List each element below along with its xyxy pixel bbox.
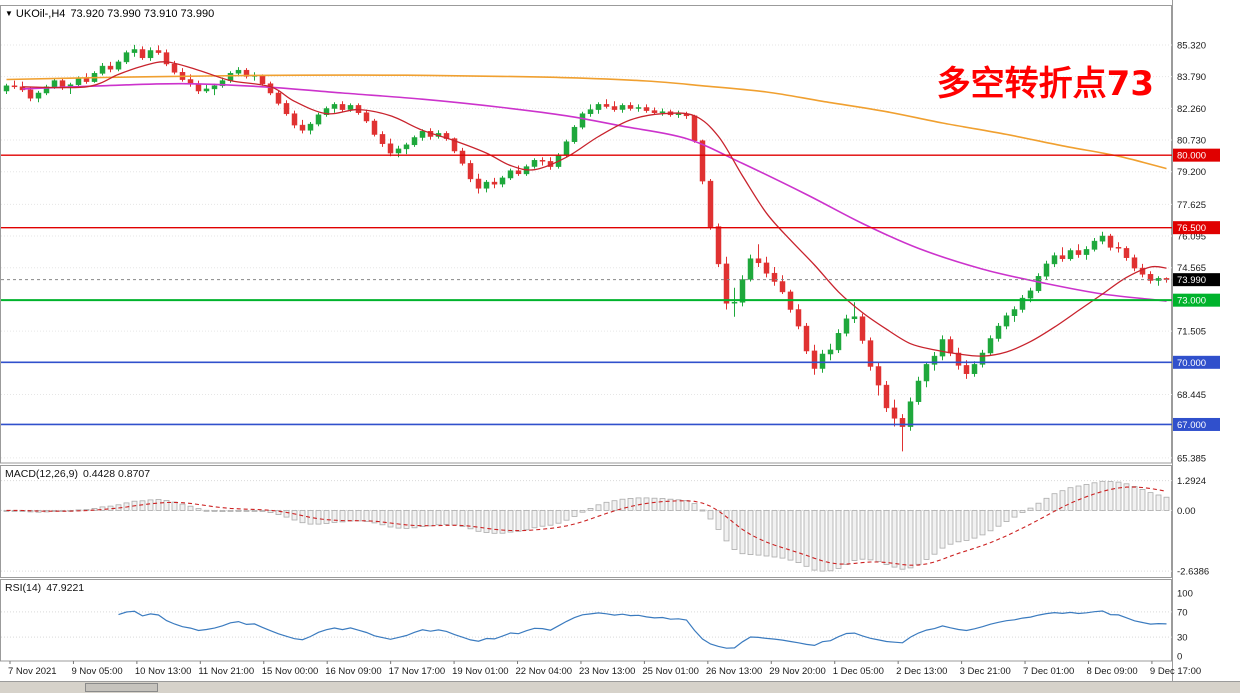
svg-text:25 Nov 01:00: 25 Nov 01:00 xyxy=(642,666,699,677)
svg-text:83.790: 83.790 xyxy=(1177,72,1206,83)
svg-text:9 Dec 17:00: 9 Dec 17:00 xyxy=(1150,666,1201,677)
rsi-value: 47.9221 xyxy=(46,582,85,594)
svg-text:74.565: 74.565 xyxy=(1177,263,1206,274)
svg-text:77.625: 77.625 xyxy=(1177,200,1206,211)
macd-values: 0.4428 0.8707 xyxy=(82,468,151,480)
macd-name: MACD(12,26,9) xyxy=(5,468,78,480)
svg-text:70.000: 70.000 xyxy=(1177,358,1206,369)
price-tag-67.000[interactable]: 67.000 xyxy=(1173,417,1220,431)
svg-text:7 Dec 01:00: 7 Dec 01:00 xyxy=(1023,666,1074,677)
svg-text:67.000: 67.000 xyxy=(1177,420,1206,431)
ohlc-values: 73.920 73.990 73.910 73.990 xyxy=(70,8,215,20)
svg-text:65.385: 65.385 xyxy=(1177,453,1206,464)
svg-text:79.200: 79.200 xyxy=(1177,167,1206,178)
svg-text:2 Dec 13:00: 2 Dec 13:00 xyxy=(896,666,947,677)
svg-text:80.730: 80.730 xyxy=(1177,136,1206,147)
svg-text:73.990: 73.990 xyxy=(1177,275,1206,286)
svg-text:8 Dec 09:00: 8 Dec 09:00 xyxy=(1086,666,1137,677)
price-tag-70.000[interactable]: 70.000 xyxy=(1173,355,1220,369)
svg-text:1 Dec 05:00: 1 Dec 05:00 xyxy=(833,666,884,677)
svg-text:1.2924: 1.2924 xyxy=(1177,476,1206,487)
svg-text:0: 0 xyxy=(1177,652,1182,663)
macd-histogram xyxy=(3,480,1170,572)
svg-text:70: 70 xyxy=(1177,607,1188,618)
macd-indicator-label: MACD(12,26,9) 0.4428 0.8707 xyxy=(5,468,155,480)
time-axis: 7 Nov 2021 9 Nov 05:00 10 Nov 13:00 11 Nov … xyxy=(8,661,1201,677)
svg-text:26 Nov 13:00: 26 Nov 13:00 xyxy=(706,666,763,677)
rsi-indicator-label: RSI(14) 47.9221 xyxy=(5,582,89,594)
symbol-period-label: UKOil-,H4 xyxy=(15,8,66,20)
ma-mid xyxy=(22,82,1168,302)
svg-text:22 Nov 04:00: 22 Nov 04:00 xyxy=(516,666,573,677)
svg-text:0.00: 0.00 xyxy=(1177,506,1196,517)
chart-annotation: 多空转折点73 xyxy=(936,64,1154,104)
horizontal-scrollbar[interactable] xyxy=(0,681,1240,693)
svg-text:73.000: 73.000 xyxy=(1177,296,1206,307)
svg-text:16 Nov 09:00: 16 Nov 09:00 xyxy=(325,666,382,677)
ma-fast xyxy=(22,61,1167,357)
rsi-line xyxy=(118,610,1167,649)
price-tag-73.000[interactable]: 73.000 xyxy=(1173,293,1220,307)
chart-dropdown-icon[interactable]: ▼ xyxy=(5,9,13,18)
svg-text:76.095: 76.095 xyxy=(1177,232,1206,243)
svg-text:9 Nov 05:00: 9 Nov 05:00 xyxy=(71,666,122,677)
svg-text:10 Nov 13:00: 10 Nov 13:00 xyxy=(135,666,192,677)
svg-text:68.445: 68.445 xyxy=(1177,390,1206,401)
price-gridlines xyxy=(1,44,1172,459)
candles-layer xyxy=(3,44,1170,452)
svg-text:85.320: 85.320 xyxy=(1177,40,1206,51)
macd-signal-line xyxy=(6,486,1167,566)
svg-text:80.000: 80.000 xyxy=(1177,151,1206,162)
svg-text:11 Nov 21:00: 11 Nov 21:00 xyxy=(198,666,254,677)
svg-text:15 Nov 00:00: 15 Nov 00:00 xyxy=(262,666,319,677)
svg-text:7 Nov 2021: 7 Nov 2021 xyxy=(8,666,57,677)
rsi-name: RSI(14) xyxy=(5,582,42,594)
ma-slow xyxy=(6,74,1167,170)
svg-text:3 Dec 21:00: 3 Dec 21:00 xyxy=(960,666,1011,677)
price-tag-76.500[interactable]: 76.500 xyxy=(1173,221,1220,235)
svg-text:17 Nov 17:00: 17 Nov 17:00 xyxy=(389,666,446,677)
svg-text:30: 30 xyxy=(1177,633,1188,644)
svg-text:-2.6386: -2.6386 xyxy=(1177,567,1209,578)
current-price-tag: 73.990 xyxy=(1173,273,1220,287)
price-tag-80.000[interactable]: 80.000 xyxy=(1173,148,1220,162)
svg-text:19 Nov 01:00: 19 Nov 01:00 xyxy=(452,666,509,677)
svg-text:29 Nov 20:00: 29 Nov 20:00 xyxy=(769,666,826,677)
svg-text:100: 100 xyxy=(1177,589,1193,600)
svg-text:76.500: 76.500 xyxy=(1177,223,1206,234)
svg-text:71.505: 71.505 xyxy=(1177,327,1206,338)
svg-text:82.260: 82.260 xyxy=(1177,104,1206,115)
svg-text:23 Nov 13:00: 23 Nov 13:00 xyxy=(579,666,636,677)
scrollbar-thumb[interactable] xyxy=(85,683,158,692)
symbol-ohlc-info: ▼ UKOil-,H4 73.920 73.990 73.910 73.990 xyxy=(5,8,219,20)
